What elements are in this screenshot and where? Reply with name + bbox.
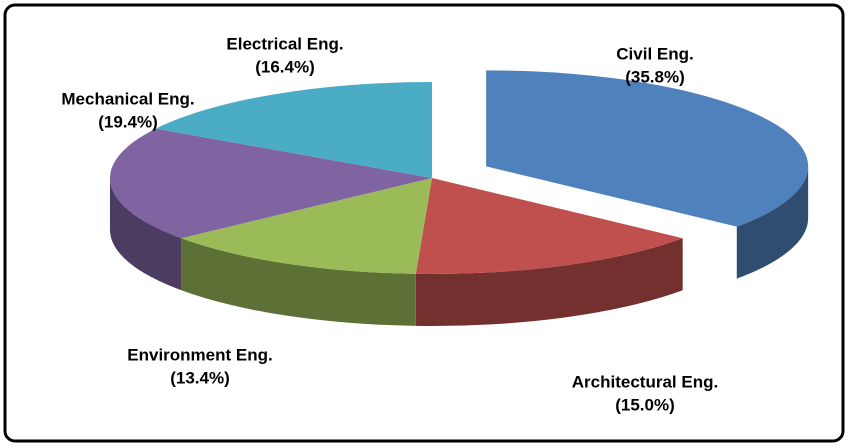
slice-label-value: (16.4%) [255,57,315,76]
slice-label-value: (19.4%) [98,112,158,131]
slice-label-name: Architectural Eng. [572,372,718,391]
pie-slice [155,82,433,178]
slice-label-value: (15.0%) [615,395,675,414]
slice-label-name: Mechanical Eng. [61,89,194,108]
pie-tops [109,70,809,275]
pie-sides [110,166,809,326]
slice-label-name: Civil Eng. [616,44,693,63]
slice-label-value: (35.8%) [625,67,685,86]
slice-label-name: Environment Eng. [127,345,272,364]
slice-label-name: Electrical Eng. [226,34,343,53]
pie-slice-side [736,166,809,279]
pie-slice-side [415,238,683,326]
pie-slice [181,178,432,274]
pie-slice [486,70,809,227]
pie-slice-side [181,238,416,326]
labels: Civil Eng. (35.8%) Architectural Eng. (15.0… [61,34,718,414]
pie-slice-side [110,178,182,291]
pie-slice [415,178,683,275]
slice-label-value: (13.4%) [170,368,230,387]
pie-slice [109,128,432,239]
